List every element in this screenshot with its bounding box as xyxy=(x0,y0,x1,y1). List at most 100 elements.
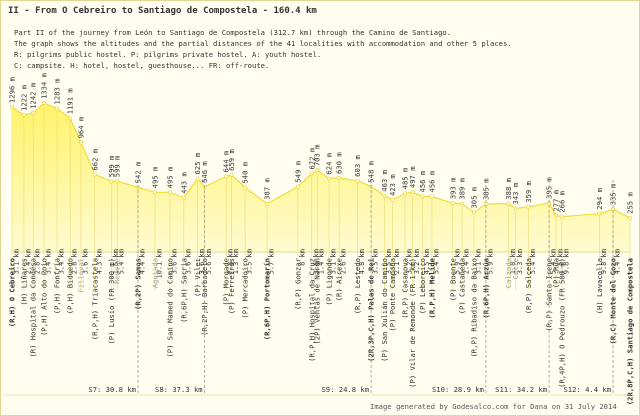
distance-label-41: 1.5 km xyxy=(557,249,565,274)
distance-label-22: 1.4 km xyxy=(318,249,326,274)
altitude-label-39: 359 m xyxy=(524,181,533,203)
locality-name-18: (P) Mercadoiro xyxy=(241,258,250,319)
distance-label-7: 4.3 km xyxy=(95,249,103,274)
locality-name-6: Filloval xyxy=(76,258,85,293)
altitude-label-12: 495 m xyxy=(165,167,174,189)
altitude-label-22: 703 m xyxy=(313,145,322,167)
distance-label-43: 9.8 km xyxy=(600,249,608,274)
altitude-label-34: 389 m xyxy=(458,178,467,200)
distance-label-0: 3.1 km xyxy=(13,249,21,274)
locality-point-41 xyxy=(554,213,559,218)
altitude-label-36: 385 m xyxy=(481,178,490,200)
locality-name-19: (R,6P,H) Portomarín xyxy=(263,258,272,340)
stage-label-1: S8: 37.3 km xyxy=(155,385,203,394)
credit-text: Image generated by Godesalco.com for Dan… xyxy=(370,402,617,411)
elevation-line xyxy=(11,102,631,219)
distance-label-3: 3.4 km xyxy=(44,249,52,274)
locality-name-14: (P) Vilei xyxy=(193,258,202,297)
distance-label-10: 4.4 km xyxy=(138,249,146,274)
locality-point-45 xyxy=(628,215,633,220)
distance-label-28: 2.1 km xyxy=(393,249,401,274)
locality-name-26: (2R,3P,C,H) Palas de Rei xyxy=(367,257,376,362)
locality-point-42 xyxy=(559,214,564,219)
locality-name-32: (R,P,H) Melide xyxy=(427,257,436,318)
locality-name-31: (P) Leboreiro xyxy=(418,258,427,314)
locality-name-24: (R) Airexe xyxy=(335,258,344,301)
stage-label-5: S12: 4.4 km xyxy=(563,385,611,394)
altitude-label-3: 1334 m xyxy=(39,73,48,99)
altitude-label-24: 630 m xyxy=(335,152,344,174)
distance-label-42: 9.8 km xyxy=(562,249,570,274)
locality-point-1 xyxy=(21,112,26,117)
altitude-label-25: 603 m xyxy=(353,155,362,177)
locality-point-14 xyxy=(195,176,200,181)
locality-point-13 xyxy=(181,195,186,200)
locality-name-39: (R,P) Salceda xyxy=(524,258,533,314)
distance-label-44: 4.4 km xyxy=(614,249,622,274)
distance-label-13: 3.6 km xyxy=(184,249,192,274)
locality-point-24 xyxy=(337,175,342,180)
distance-label-24: 2.6 km xyxy=(340,249,348,274)
altitude-label-33: 393 m xyxy=(448,178,457,200)
locality-point-31 xyxy=(420,194,425,199)
distance-label-18: 3.5 km xyxy=(246,249,254,274)
distance-label-36: 5.9 km xyxy=(486,249,494,274)
locality-point-4 xyxy=(55,106,60,111)
altitude-label-11: 495 m xyxy=(150,167,159,189)
stage-label-4: S11: 34.2 km xyxy=(495,385,547,394)
locality-point-17 xyxy=(229,172,234,177)
altitude-label-44: 335 m xyxy=(609,184,618,206)
locality-point-39 xyxy=(526,204,531,209)
altitude-label-45: 255 m xyxy=(626,192,635,214)
altitude-label-8: 599 m xyxy=(107,156,116,178)
altitude-label-43: 294 m xyxy=(595,188,604,210)
locality-name-42: (R,4P,H) O Pedrouzo (FR 500 m) xyxy=(557,258,566,388)
locality-point-19 xyxy=(265,201,270,206)
locality-point-5 xyxy=(68,116,73,121)
distance-label-25: 4.8 km xyxy=(358,249,366,274)
altitude-label-2: 1242 m xyxy=(29,83,38,109)
locality-point-37 xyxy=(506,201,511,206)
distance-label-40: 5.4 km xyxy=(550,249,558,274)
altitude-label-20: 549 m xyxy=(293,161,302,183)
altitude-label-30: 497 m xyxy=(408,166,417,188)
distance-label-8: 1.5 km xyxy=(112,249,120,274)
altitude-label-1: 1222 m xyxy=(19,85,28,111)
intro-line-2: The graph shows the altitudes and the pa… xyxy=(14,39,512,48)
distance-label-6: 3.6 km xyxy=(81,249,89,274)
stage-label-3: S10: 28.9 km xyxy=(432,385,484,394)
locality-name-41: (P) Rúa xyxy=(552,258,561,288)
locality-name-43: (H) Lavacolla xyxy=(595,258,604,314)
locality-name-17: (P) Ferreiros xyxy=(227,258,236,314)
locality-name-38: Calle xyxy=(511,258,520,280)
locality-point-29 xyxy=(402,191,407,196)
locality-point-34 xyxy=(460,201,465,206)
distance-label-17: 1.3 km xyxy=(232,249,240,274)
locality-point-8 xyxy=(109,179,114,184)
locality-name-23: (P) Ligonde xyxy=(325,258,334,306)
altitude-label-4: 1283 m xyxy=(53,78,62,104)
distance-label-9: 5.4 km xyxy=(118,249,126,274)
locality-name-40: (R,P) Santa Irene xyxy=(545,258,554,332)
locality-point-20 xyxy=(295,184,300,189)
locality-point-9 xyxy=(115,179,120,184)
locality-name-4: (P,H) Fonfría xyxy=(53,258,62,314)
locality-name-0: (R,H) O Cebreiro xyxy=(8,258,17,327)
altitude-label-15: 546 m xyxy=(200,161,209,183)
distance-label-12: 3.6 km xyxy=(170,249,178,274)
distance-label-38: 3.3 km xyxy=(516,249,524,274)
locality-point-25 xyxy=(355,178,360,183)
distance-label-4: 3.4 km xyxy=(58,249,66,274)
locality-point-6 xyxy=(78,140,83,145)
distance-label-29: 3.2 km xyxy=(405,249,413,274)
locality-name-12: (P) San Mamed do Camino xyxy=(165,258,174,358)
locality-name-9: Renche xyxy=(113,258,122,284)
locality-name-37: Calzada xyxy=(504,258,513,288)
locality-name-27: (P) San Xulián do Camiño xyxy=(380,258,389,362)
altitude-label-37: 388 m xyxy=(504,178,513,200)
locality-name-21: (R,P,H) Hospital da Cruz xyxy=(307,258,316,362)
locality-point-28 xyxy=(390,197,395,202)
credit-line: Image generated by Godesalco.com for Dan… xyxy=(370,402,617,411)
altitude-label-28: 423 m xyxy=(388,174,397,196)
altitude-label-38: 343 m xyxy=(511,183,520,205)
